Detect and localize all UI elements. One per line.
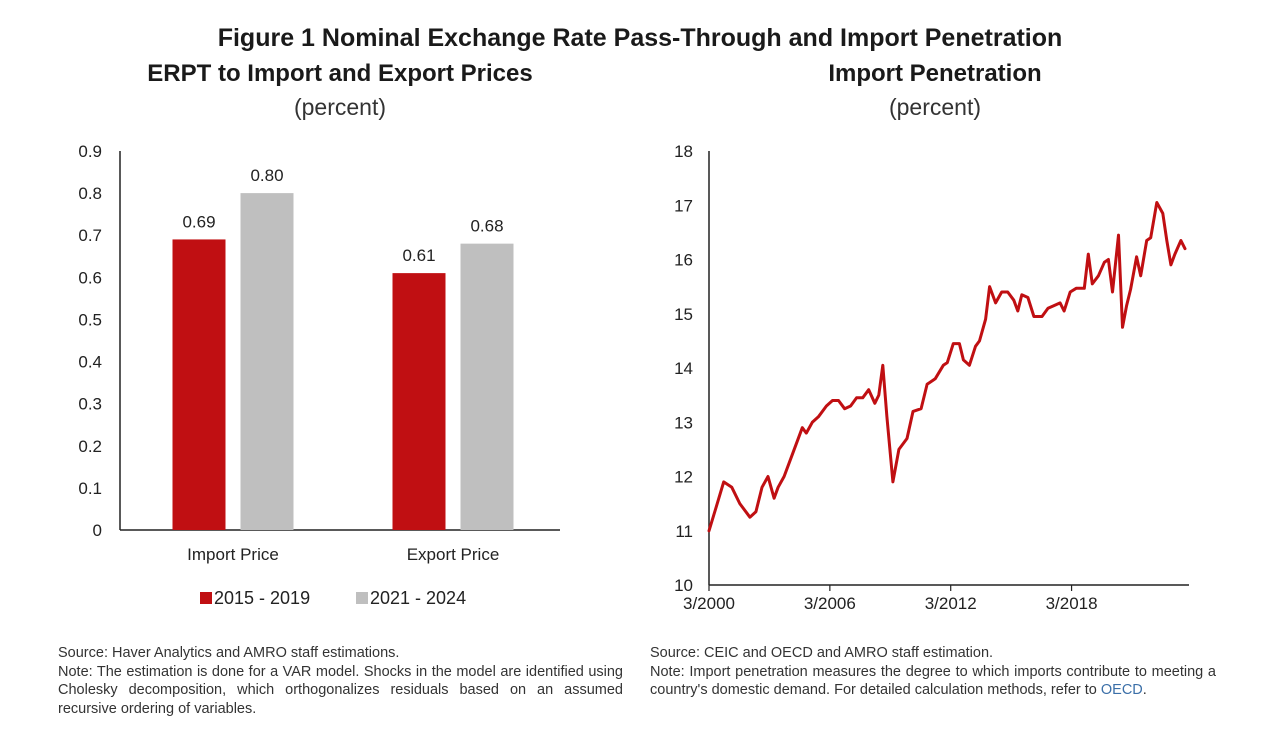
y-tick-label: 0.8 [78,184,102,203]
bar [172,239,226,530]
figure-title: Figure 1 Nominal Exchange Rate Pass-Thro… [217,24,1063,52]
line-chart-note-end: . [1142,682,1147,698]
bar-chart-footnote: Source: Haver Analytics and AMRO staff e… [58,644,623,718]
oecd-link[interactable]: OECD [1100,682,1143,698]
bar [460,243,514,530]
y-tick-label: 10 [674,576,693,595]
legend-label: 2021 - 2024 [370,588,466,608]
y-tick-label: 0 [93,521,102,540]
x-tick-label: 3/2000 [683,594,735,613]
bar-chart-unit: (percent) [293,94,387,120]
y-tick-label: 18 [674,142,693,161]
y-tick-label: 0.9 [78,142,102,161]
y-tick-label: 16 [674,251,693,270]
line-chart-unit: (percent) [888,94,982,120]
x-tick-label: Export Price [407,545,500,564]
bar [240,193,294,530]
y-tick-label: 14 [674,359,693,378]
y-tick-label: 0.4 [78,353,102,372]
x-tick-label: 3/2006 [804,594,856,613]
bar-data-label: 0.69 [182,212,215,231]
y-tick-label: 12 [674,468,693,487]
bar-chart-note: Note: The estimation is done for a VAR m… [58,663,623,717]
y-tick-label: 0.7 [78,226,102,245]
y-tick-label: 0.6 [78,268,102,287]
bar-data-label: 0.80 [250,166,283,185]
line-chart: 10 11 12 13 14 15 16 17 18 3/2000 3/2006 3/2012 3/20… [674,142,1189,613]
import-penetration-line [707,201,1187,533]
y-tick-label: 0.2 [78,437,102,456]
y-tick-label: 11 [675,522,693,541]
line-chart-note-text: Note: Import penetration measures the de… [650,663,1216,699]
legend-swatch [200,592,212,604]
bar-chart-title: ERPT to Import and Export Prices [147,60,533,87]
x-tick-label: 3/2018 [1046,594,1098,613]
line-chart-source: Source: CEIC and OECD and AMRO staff est… [650,645,994,661]
legend-label: 2015 - 2019 [214,588,310,608]
line-chart-note: Note: Import penetration measures the de… [650,663,1216,700]
bar-data-label: 0.68 [470,217,503,236]
y-tick-label: 17 [674,196,693,215]
y-tick-label: 0.5 [78,310,102,329]
bar-data-label: 0.61 [402,246,435,265]
x-tick-label: Import Price [187,545,279,564]
line-chart-footnote: Source: CEIC and OECD and AMRO staff est… [650,644,1216,700]
bar-chart-source: Source: Haver Analytics and AMRO staff e… [58,645,400,661]
y-tick-label: 15 [674,305,693,324]
y-tick-label: 13 [674,413,693,432]
bar [392,273,446,530]
y-tick-label: 0.1 [78,479,102,498]
line-chart-title: Import Penetration [828,60,1042,87]
bar-chart: 0 0.1 0.2 0.3 0.4 0.5 0.6 0.7 0.8 0.9 Import Price… [78,142,560,608]
y-tick-label: 0.3 [78,395,102,414]
legend-swatch [356,592,368,604]
x-tick-label: 3/2012 [925,594,977,613]
